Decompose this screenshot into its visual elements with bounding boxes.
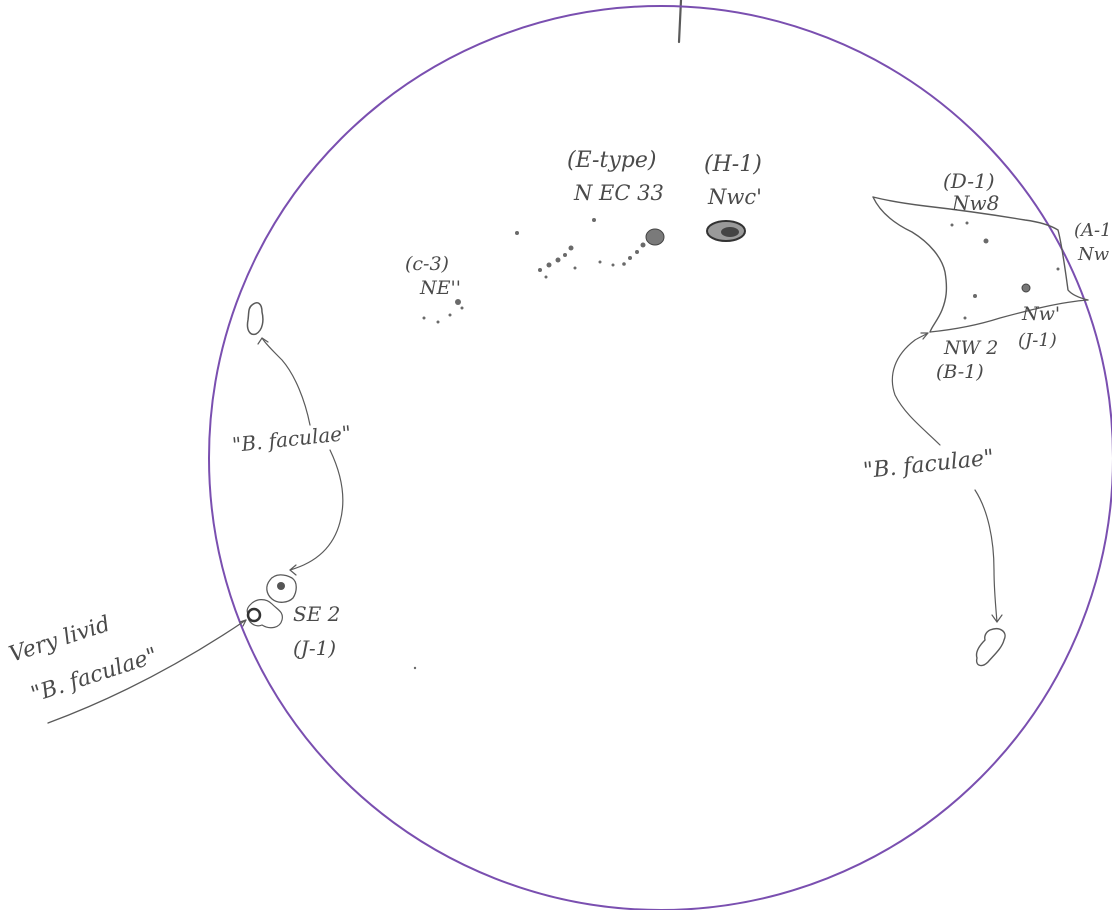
spot-group-right bbox=[950, 221, 1060, 320]
label-a1-class: (A-1 bbox=[1074, 220, 1112, 241]
faculae-region-outline-right bbox=[872, 196, 1089, 333]
label-c3-class: (c-3) bbox=[405, 253, 449, 275]
label-se2-region: SE 2 bbox=[293, 602, 340, 626]
pointer-line-very-livid bbox=[47, 619, 247, 724]
arrow-right-faculae-down bbox=[974, 489, 998, 623]
spot-group-c3 bbox=[422, 299, 464, 324]
spot-group-h1 bbox=[706, 220, 746, 242]
label-h1-region: Nwc' bbox=[707, 185, 762, 209]
label-nw2-region: NW 2 bbox=[943, 337, 998, 359]
label-c3-region: NE'' bbox=[419, 277, 461, 299]
label-faculae-right: "B. faculae" bbox=[862, 445, 995, 484]
label-d1-class: (D-1) bbox=[943, 169, 995, 193]
faculae-patch-right-bottom bbox=[975, 628, 1006, 667]
label-very-livid: Very livid bbox=[6, 612, 113, 668]
arrow-right-faculae-up bbox=[891, 332, 941, 446]
label-e-type-region: N EC 33 bbox=[573, 181, 664, 205]
stray-mark bbox=[413, 666, 417, 670]
label-se2-class: (J-1) bbox=[293, 636, 336, 660]
spot-group-se2 bbox=[246, 574, 297, 629]
faculae-patch-left-top bbox=[246, 302, 264, 336]
label-faculae-left: "B. faculae" bbox=[231, 421, 352, 457]
arrow-left-faculae-down bbox=[289, 449, 344, 571]
label-e-type-class: (E-type) bbox=[567, 148, 656, 173]
label-nw1-class: (J-1) bbox=[1018, 330, 1057, 351]
arrow-left-faculae-up bbox=[261, 337, 311, 426]
label-a1-region: Nw bbox=[1077, 244, 1110, 265]
label-d1-region: Nw8 bbox=[951, 191, 999, 215]
solar-disc-outline bbox=[208, 5, 1112, 910]
label-h1-class: (H-1) bbox=[704, 152, 762, 177]
label-nw1-region: Nw' bbox=[1021, 303, 1060, 325]
spot-group-e-type bbox=[515, 218, 665, 279]
faculae-region-lower-edge bbox=[929, 299, 1089, 333]
label-nw2-class: (B-1) bbox=[936, 361, 984, 383]
